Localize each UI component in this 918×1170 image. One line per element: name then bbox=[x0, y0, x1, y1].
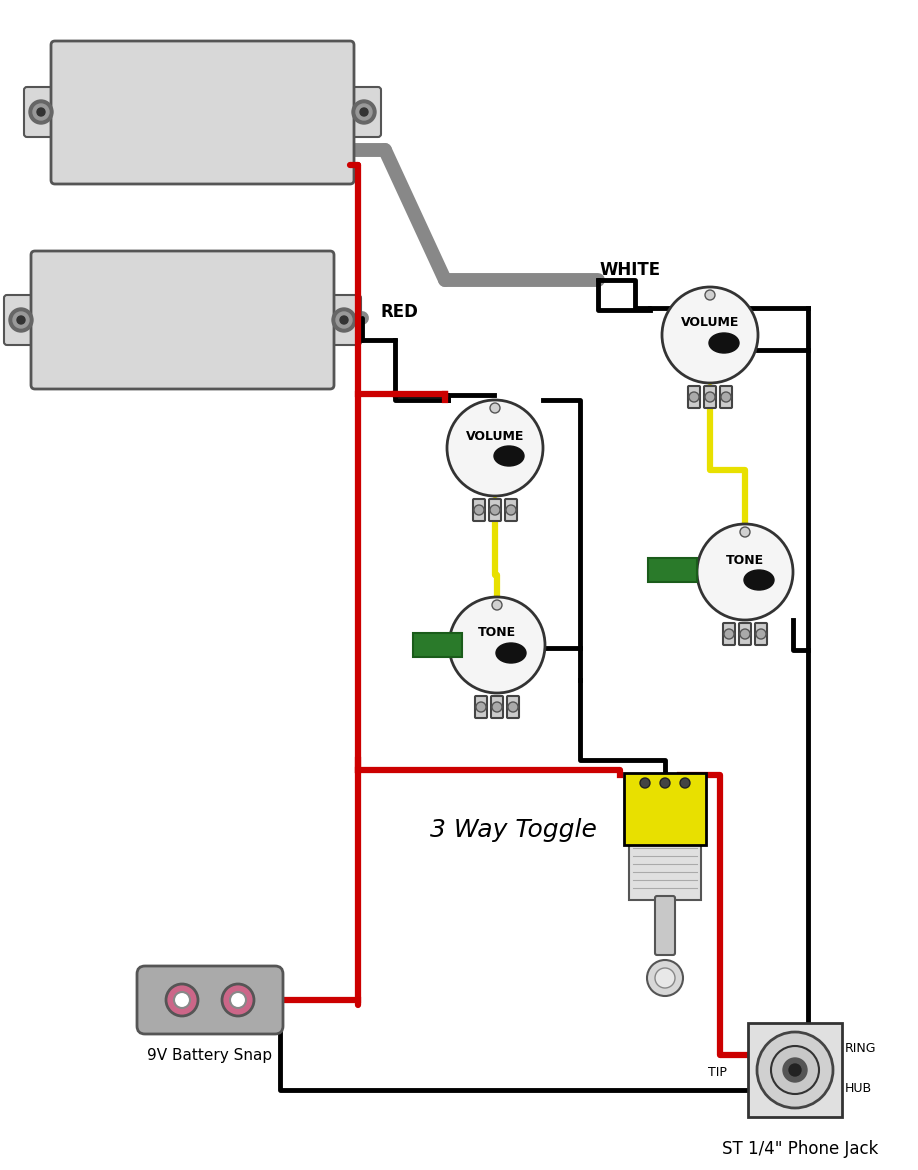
Ellipse shape bbox=[744, 570, 774, 590]
FancyBboxPatch shape bbox=[4, 295, 38, 345]
Circle shape bbox=[29, 99, 53, 124]
Circle shape bbox=[17, 316, 25, 324]
Ellipse shape bbox=[496, 644, 526, 663]
FancyBboxPatch shape bbox=[327, 295, 361, 345]
FancyBboxPatch shape bbox=[739, 622, 751, 645]
Circle shape bbox=[721, 392, 731, 402]
Circle shape bbox=[174, 992, 190, 1009]
Circle shape bbox=[352, 99, 376, 124]
FancyBboxPatch shape bbox=[137, 966, 283, 1034]
FancyBboxPatch shape bbox=[489, 498, 501, 521]
FancyBboxPatch shape bbox=[629, 841, 701, 900]
Circle shape bbox=[757, 1032, 833, 1108]
Circle shape bbox=[33, 104, 49, 121]
Circle shape bbox=[705, 392, 715, 402]
Circle shape bbox=[756, 629, 766, 639]
FancyBboxPatch shape bbox=[648, 558, 697, 581]
Circle shape bbox=[474, 505, 484, 515]
FancyBboxPatch shape bbox=[505, 498, 517, 521]
Circle shape bbox=[640, 778, 650, 789]
Circle shape bbox=[490, 505, 500, 515]
FancyBboxPatch shape bbox=[704, 386, 716, 408]
Text: VOLUME: VOLUME bbox=[465, 429, 524, 442]
Text: WHITE: WHITE bbox=[600, 261, 661, 278]
Circle shape bbox=[724, 629, 734, 639]
Text: 9V Battery Snap: 9V Battery Snap bbox=[148, 1048, 273, 1064]
FancyBboxPatch shape bbox=[475, 696, 487, 718]
FancyBboxPatch shape bbox=[748, 1023, 842, 1117]
Circle shape bbox=[447, 400, 543, 496]
Circle shape bbox=[222, 984, 254, 1016]
Circle shape bbox=[740, 629, 750, 639]
Circle shape bbox=[506, 505, 516, 515]
FancyBboxPatch shape bbox=[413, 633, 462, 658]
Text: RED: RED bbox=[380, 303, 418, 321]
FancyBboxPatch shape bbox=[507, 696, 519, 718]
Circle shape bbox=[647, 961, 683, 996]
Circle shape bbox=[360, 108, 368, 116]
Text: RING: RING bbox=[845, 1041, 877, 1054]
Text: TIP: TIP bbox=[708, 1066, 727, 1079]
Circle shape bbox=[660, 778, 670, 789]
Circle shape bbox=[340, 316, 348, 324]
Circle shape bbox=[740, 526, 750, 537]
Circle shape bbox=[697, 524, 793, 620]
Circle shape bbox=[783, 1058, 807, 1082]
FancyBboxPatch shape bbox=[720, 386, 732, 408]
FancyBboxPatch shape bbox=[624, 773, 706, 845]
Text: VOLUME: VOLUME bbox=[681, 317, 739, 330]
Circle shape bbox=[508, 702, 518, 713]
Circle shape bbox=[356, 104, 372, 121]
FancyBboxPatch shape bbox=[655, 896, 675, 955]
Circle shape bbox=[492, 702, 502, 713]
Ellipse shape bbox=[709, 333, 739, 353]
Circle shape bbox=[771, 1046, 819, 1094]
Circle shape bbox=[789, 1064, 801, 1076]
Text: TONE: TONE bbox=[478, 626, 516, 640]
Circle shape bbox=[13, 312, 29, 328]
Circle shape bbox=[689, 392, 699, 402]
FancyBboxPatch shape bbox=[51, 41, 354, 184]
Circle shape bbox=[662, 287, 758, 383]
Text: HUB: HUB bbox=[845, 1081, 872, 1094]
Text: TONE: TONE bbox=[726, 553, 764, 566]
Circle shape bbox=[37, 108, 45, 116]
Circle shape bbox=[449, 597, 545, 693]
FancyBboxPatch shape bbox=[723, 622, 735, 645]
Circle shape bbox=[9, 308, 33, 332]
Circle shape bbox=[166, 984, 198, 1016]
Circle shape bbox=[680, 778, 690, 789]
FancyBboxPatch shape bbox=[31, 252, 334, 388]
FancyBboxPatch shape bbox=[688, 386, 700, 408]
Text: 3 Way Toggle: 3 Way Toggle bbox=[430, 818, 597, 842]
Text: ST 1/4" Phone Jack: ST 1/4" Phone Jack bbox=[722, 1140, 879, 1158]
Circle shape bbox=[230, 992, 246, 1009]
Circle shape bbox=[332, 308, 356, 332]
Circle shape bbox=[476, 702, 486, 713]
FancyBboxPatch shape bbox=[491, 696, 503, 718]
Circle shape bbox=[336, 312, 352, 328]
Circle shape bbox=[655, 968, 675, 987]
FancyBboxPatch shape bbox=[24, 87, 58, 137]
Ellipse shape bbox=[494, 446, 524, 466]
Circle shape bbox=[705, 290, 715, 300]
FancyBboxPatch shape bbox=[755, 622, 767, 645]
Circle shape bbox=[492, 600, 502, 610]
Circle shape bbox=[490, 402, 500, 413]
FancyBboxPatch shape bbox=[473, 498, 485, 521]
FancyBboxPatch shape bbox=[347, 87, 381, 137]
